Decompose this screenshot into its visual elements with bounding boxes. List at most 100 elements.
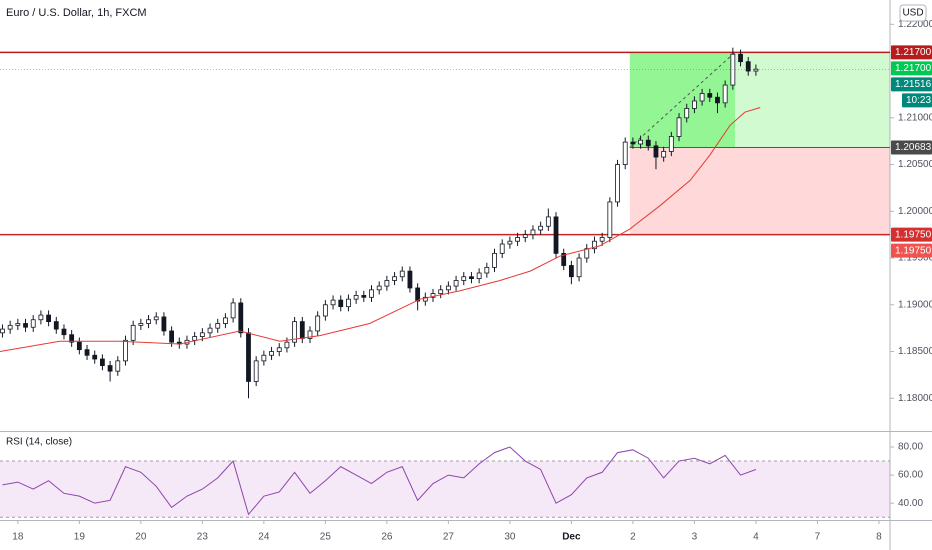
candle-body bbox=[7, 324, 13, 330]
y-tick-label: 80.00 bbox=[898, 442, 923, 453]
candle-body bbox=[407, 270, 413, 289]
candle-body bbox=[599, 237, 605, 242]
candle-body bbox=[153, 316, 159, 321]
candle-body bbox=[645, 139, 651, 147]
candle-body bbox=[592, 240, 597, 250]
price-badge bbox=[891, 243, 932, 258]
candle-body bbox=[215, 323, 221, 329]
candle-body bbox=[484, 266, 490, 274]
candle-body bbox=[261, 354, 267, 362]
candle-body bbox=[392, 276, 397, 281]
candle-body bbox=[53, 321, 59, 330]
candle-body bbox=[322, 304, 328, 317]
candle-body bbox=[438, 289, 444, 294]
y-tick-label: 1.18500 bbox=[898, 346, 932, 357]
candle-body bbox=[292, 321, 298, 343]
candle-body bbox=[38, 314, 44, 321]
candle-body bbox=[76, 341, 82, 351]
y-tick-label: 1.19000 bbox=[898, 299, 932, 310]
candle-body bbox=[653, 145, 659, 158]
candle-body bbox=[130, 324, 136, 341]
candle-body bbox=[538, 225, 544, 231]
candle-body bbox=[92, 354, 98, 360]
price-badge-label: 1.21516 bbox=[895, 79, 932, 90]
x-tick-label: 2 bbox=[630, 532, 636, 543]
candle-body bbox=[430, 293, 436, 298]
moving-average bbox=[0, 107, 761, 353]
candle-body bbox=[346, 298, 351, 308]
candle-body bbox=[499, 243, 505, 254]
candle-body bbox=[461, 276, 467, 281]
candle-body bbox=[630, 141, 636, 145]
candle-body bbox=[369, 289, 374, 298]
currency-label[interactable]: USD bbox=[902, 8, 923, 19]
candle-body bbox=[330, 299, 336, 306]
candle-body bbox=[707, 93, 713, 98]
x-tick-label: 4 bbox=[753, 532, 759, 543]
y-tick-label: 60.00 bbox=[898, 470, 923, 481]
candle-body bbox=[230, 302, 236, 319]
candle-body bbox=[46, 314, 51, 323]
candle-body bbox=[684, 108, 690, 119]
candle-body bbox=[615, 164, 620, 203]
price-badge-label: 1.19750 bbox=[895, 245, 932, 256]
candle-body bbox=[84, 349, 90, 356]
x-tick-label: 3 bbox=[692, 532, 698, 543]
candle-body bbox=[576, 257, 582, 278]
candle-body bbox=[445, 285, 451, 291]
candle-body bbox=[384, 280, 390, 287]
y-tick-label: 1.18000 bbox=[898, 393, 932, 404]
candle-body bbox=[30, 319, 36, 328]
candle-body bbox=[123, 339, 128, 362]
x-tick-label: 30 bbox=[504, 532, 516, 543]
stop-zone bbox=[629, 147, 890, 235]
candle-body bbox=[469, 276, 474, 280]
candle-body bbox=[207, 327, 213, 334]
candle-body bbox=[753, 68, 759, 72]
y-tick-label: 1.22000 bbox=[898, 19, 932, 30]
y-tick-label: 40.00 bbox=[898, 498, 923, 509]
candle-body bbox=[422, 296, 428, 302]
candle-body bbox=[115, 360, 121, 372]
x-tick-label: 23 bbox=[197, 532, 209, 543]
candle-body bbox=[276, 347, 282, 352]
candle-body bbox=[284, 341, 290, 349]
price-badge-label: 1.21700 bbox=[895, 63, 932, 74]
candle-body bbox=[715, 96, 720, 104]
candle-body bbox=[507, 240, 513, 245]
candle-body bbox=[376, 285, 382, 291]
currency-button[interactable] bbox=[899, 4, 927, 22]
candle-body bbox=[730, 53, 736, 86]
x-tick-label: 26 bbox=[381, 532, 393, 543]
candle-body bbox=[738, 53, 743, 63]
x-tick-label: 18 bbox=[12, 532, 24, 543]
price-badge-label: 1.19750 bbox=[895, 229, 932, 240]
candle-body bbox=[315, 315, 321, 332]
candle-body bbox=[568, 265, 574, 278]
price-badge bbox=[891, 227, 932, 242]
candle-body bbox=[522, 234, 528, 238]
candle-body bbox=[223, 317, 228, 324]
x-tick-label: 27 bbox=[443, 532, 455, 543]
candle-body bbox=[107, 365, 113, 372]
candle-body bbox=[100, 358, 105, 366]
rsi-band bbox=[0, 461, 890, 518]
candle-body bbox=[299, 321, 305, 339]
price-badge bbox=[891, 61, 932, 76]
candle-body bbox=[453, 280, 459, 287]
candle-body bbox=[353, 295, 359, 300]
chart-title: Euro / U.S. Dollar, 1h, FXCM bbox=[6, 7, 147, 19]
candle-body bbox=[415, 287, 421, 302]
candle-body bbox=[638, 139, 643, 145]
candle-body bbox=[584, 248, 590, 259]
candle-body bbox=[169, 330, 175, 343]
candle-body bbox=[238, 302, 244, 334]
x-tick-label: 25 bbox=[320, 532, 332, 543]
x-tick-label: 24 bbox=[258, 532, 270, 543]
y-tick-label: 1.20000 bbox=[898, 206, 932, 217]
candle-body bbox=[69, 334, 75, 343]
countdown-label: 10:23 bbox=[906, 95, 931, 106]
candle-body bbox=[399, 270, 405, 278]
candle-body bbox=[607, 201, 613, 238]
